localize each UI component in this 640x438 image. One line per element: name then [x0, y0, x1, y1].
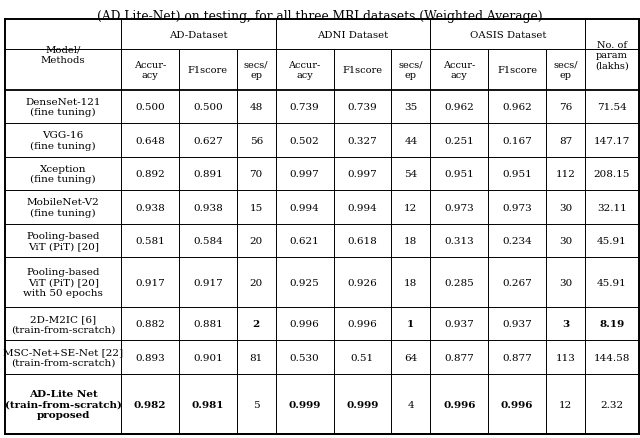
- Text: 0.285: 0.285: [444, 278, 474, 287]
- Text: 0.926: 0.926: [348, 278, 377, 287]
- Text: 0.530: 0.530: [290, 353, 319, 362]
- Text: 0.892: 0.892: [135, 170, 165, 179]
- Text: 0.937: 0.937: [444, 319, 474, 328]
- Text: 30: 30: [559, 278, 572, 287]
- Text: 87: 87: [559, 136, 572, 145]
- Text: 0.251: 0.251: [444, 136, 474, 145]
- Text: 30: 30: [559, 203, 572, 212]
- Text: 0.962: 0.962: [502, 103, 532, 112]
- Text: 0.500: 0.500: [135, 103, 165, 112]
- Text: 0.937: 0.937: [502, 319, 532, 328]
- Text: MobileNet-V2
(fine tuning): MobileNet-V2 (fine tuning): [27, 198, 100, 217]
- Text: 70: 70: [250, 170, 263, 179]
- Text: AD-Dataset: AD-Dataset: [169, 31, 228, 39]
- Text: 5: 5: [253, 400, 260, 409]
- Text: 0.999: 0.999: [346, 400, 379, 409]
- Text: 4: 4: [408, 400, 414, 409]
- Text: 18: 18: [404, 237, 417, 245]
- Text: 2: 2: [253, 319, 260, 328]
- Text: 0.938: 0.938: [135, 203, 165, 212]
- Text: 144.58: 144.58: [594, 353, 630, 362]
- Text: 0.881: 0.881: [193, 319, 223, 328]
- Text: 147.17: 147.17: [594, 136, 630, 145]
- Text: 1: 1: [407, 319, 415, 328]
- Text: 0.951: 0.951: [502, 170, 532, 179]
- Text: 64: 64: [404, 353, 417, 362]
- Text: 48: 48: [250, 103, 263, 112]
- Text: 0.999: 0.999: [289, 400, 321, 409]
- Text: Model/
Methods: Model/ Methods: [41, 46, 86, 65]
- Text: 0.500: 0.500: [193, 103, 223, 112]
- Text: Pooling-based
ViT (PiT) [20]: Pooling-based ViT (PiT) [20]: [26, 231, 100, 251]
- Text: 0.584: 0.584: [193, 237, 223, 245]
- Text: 0.739: 0.739: [348, 103, 377, 112]
- Text: DenseNet-121
(fine tuning): DenseNet-121 (fine tuning): [26, 98, 101, 117]
- Text: 0.167: 0.167: [502, 136, 532, 145]
- Text: 15: 15: [250, 203, 263, 212]
- Text: F1score: F1score: [497, 66, 537, 75]
- Text: 12: 12: [404, 203, 417, 212]
- Text: 0.51: 0.51: [351, 353, 374, 362]
- Text: 0.313: 0.313: [444, 237, 474, 245]
- Text: 20: 20: [250, 237, 263, 245]
- Text: 0.981: 0.981: [191, 400, 224, 409]
- Text: 0.997: 0.997: [348, 170, 377, 179]
- Text: 0.739: 0.739: [290, 103, 319, 112]
- Text: VGG-16
(fine tuning): VGG-16 (fine tuning): [30, 131, 96, 151]
- Text: 0.581: 0.581: [135, 237, 165, 245]
- Text: 0.973: 0.973: [502, 203, 532, 212]
- Text: No. of
param
(lakhs): No. of param (lakhs): [595, 40, 628, 70]
- Text: 0.925: 0.925: [290, 278, 319, 287]
- Text: 0.891: 0.891: [193, 170, 223, 179]
- Text: 76: 76: [559, 103, 572, 112]
- Text: 20: 20: [250, 278, 263, 287]
- Text: 71.54: 71.54: [597, 103, 627, 112]
- Text: 18: 18: [404, 278, 417, 287]
- Text: Accur-
acy: Accur- acy: [443, 60, 476, 80]
- Text: 3: 3: [562, 319, 569, 328]
- Text: 54: 54: [404, 170, 417, 179]
- Text: 0.234: 0.234: [502, 237, 532, 245]
- Text: 45.91: 45.91: [597, 278, 627, 287]
- Text: secs/
ep: secs/ ep: [553, 60, 578, 80]
- Text: 0.893: 0.893: [135, 353, 165, 362]
- Text: 208.15: 208.15: [594, 170, 630, 179]
- Text: 0.618: 0.618: [348, 237, 377, 245]
- Text: 0.996: 0.996: [348, 319, 377, 328]
- Text: 45.91: 45.91: [597, 237, 627, 245]
- Text: 0.982: 0.982: [134, 400, 166, 409]
- Text: AD-Lite Net
(train-from-scratch)
proposed: AD-Lite Net (train-from-scratch) propose…: [4, 389, 122, 419]
- Text: 0.877: 0.877: [502, 353, 532, 362]
- Text: 30: 30: [559, 237, 572, 245]
- Text: secs/
ep: secs/ ep: [399, 60, 423, 80]
- Text: 44: 44: [404, 136, 417, 145]
- Text: 2D-M2IC [6]
(train-from-scratch): 2D-M2IC [6] (train-from-scratch): [11, 314, 115, 334]
- Text: 12: 12: [559, 400, 572, 409]
- Text: 0.951: 0.951: [444, 170, 474, 179]
- Text: secs/
ep: secs/ ep: [244, 60, 269, 80]
- Text: Accur-
acy: Accur- acy: [289, 60, 321, 80]
- Text: 0.994: 0.994: [348, 203, 377, 212]
- Text: Xception
(fine tuning): Xception (fine tuning): [30, 164, 96, 184]
- Text: 8.19: 8.19: [599, 319, 625, 328]
- Text: 113: 113: [556, 353, 575, 362]
- Text: 0.327: 0.327: [348, 136, 377, 145]
- Text: 56: 56: [250, 136, 263, 145]
- Text: 0.877: 0.877: [444, 353, 474, 362]
- Text: 0.917: 0.917: [135, 278, 165, 287]
- Text: MSC-Net+SE-Net [22]
(train-from-scratch): MSC-Net+SE-Net [22] (train-from-scratch): [3, 348, 124, 367]
- Text: 0.973: 0.973: [444, 203, 474, 212]
- Text: 35: 35: [404, 103, 417, 112]
- Text: 0.996: 0.996: [500, 400, 533, 409]
- Text: 0.882: 0.882: [135, 319, 165, 328]
- Text: 112: 112: [556, 170, 575, 179]
- Text: 0.996: 0.996: [290, 319, 319, 328]
- Text: ADNI Dataset: ADNI Dataset: [317, 31, 388, 39]
- Text: 0.502: 0.502: [290, 136, 319, 145]
- Text: 0.996: 0.996: [443, 400, 476, 409]
- Text: 32.11: 32.11: [597, 203, 627, 212]
- Text: 0.962: 0.962: [444, 103, 474, 112]
- Text: 81: 81: [250, 353, 263, 362]
- Text: Accur-
acy: Accur- acy: [134, 60, 166, 80]
- Text: 0.997: 0.997: [290, 170, 319, 179]
